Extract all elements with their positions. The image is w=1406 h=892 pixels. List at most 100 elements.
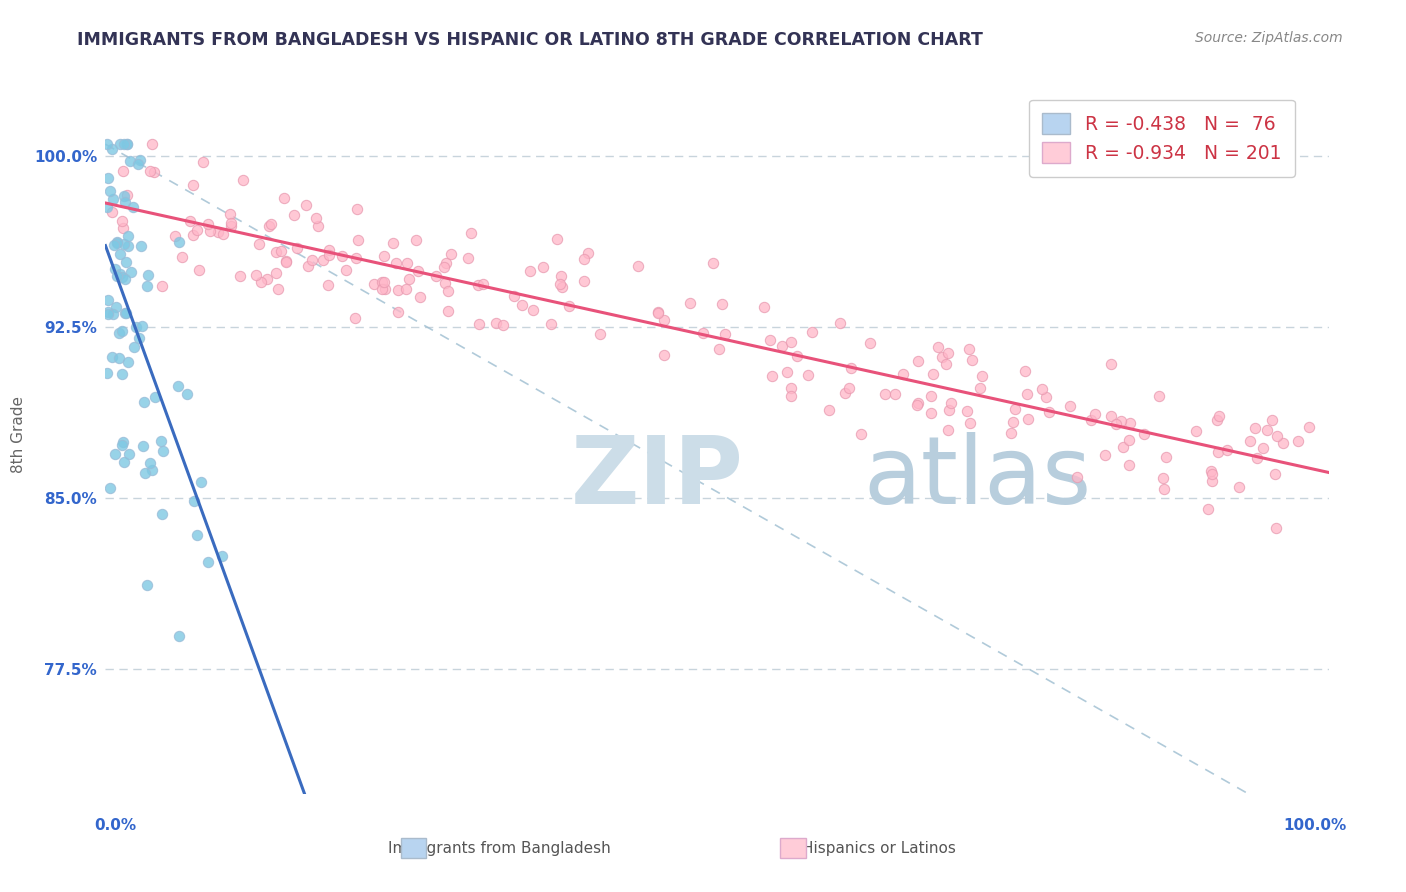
Point: [405, 233, 427, 247]
Point: [647, 305, 669, 319]
Point: [122, 340, 145, 354]
Point: [1261, 413, 1284, 427]
Point: [1244, 420, 1267, 434]
Point: [183, 494, 205, 508]
Point: [652, 313, 675, 327]
Point: [956, 403, 979, 417]
Point: [150, 508, 173, 522]
Point: [114, 272, 136, 286]
Point: [141, 137, 163, 152]
Point: [627, 260, 650, 274]
Point: [115, 306, 138, 320]
Point: [134, 394, 156, 409]
Point: [257, 219, 280, 234]
Point: [108, 267, 131, 281]
Point: [1112, 440, 1135, 454]
Point: [229, 269, 252, 284]
Point: [761, 368, 783, 383]
Point: [127, 157, 149, 171]
Point: [297, 259, 319, 273]
Point: [232, 173, 254, 187]
Legend: R = -0.438   N =  76, R = -0.934   N = 201: R = -0.438 N = 76, R = -0.934 N = 201: [1029, 100, 1295, 177]
Point: [307, 219, 329, 233]
Point: [503, 288, 526, 302]
Point: [245, 268, 267, 282]
Point: [135, 278, 157, 293]
Point: [1118, 458, 1140, 472]
Point: [129, 239, 152, 253]
Point: [1017, 387, 1039, 401]
Point: [801, 325, 824, 339]
Text: Source: ZipAtlas.com: Source: ZipAtlas.com: [1195, 31, 1343, 45]
Point: [1147, 389, 1170, 403]
Point: [105, 235, 128, 250]
Point: [467, 317, 489, 331]
Point: [117, 239, 139, 253]
Point: [131, 319, 153, 334]
Point: [250, 275, 273, 289]
Point: [118, 153, 141, 168]
Point: [318, 248, 340, 262]
Point: [104, 300, 127, 314]
Point: [141, 463, 163, 477]
Point: [540, 318, 562, 332]
Point: [260, 217, 283, 231]
Point: [460, 227, 482, 241]
Point: [931, 350, 953, 364]
Point: [104, 262, 127, 277]
Point: [100, 205, 122, 219]
Point: [797, 368, 820, 382]
Point: [1118, 433, 1140, 447]
Point: [849, 427, 872, 442]
Point: [152, 444, 174, 458]
Point: [135, 578, 157, 592]
Point: [197, 217, 219, 231]
Point: [907, 399, 929, 413]
Point: [647, 306, 669, 320]
Point: [1004, 402, 1026, 417]
Point: [101, 350, 124, 364]
Point: [1264, 467, 1286, 482]
Point: [834, 385, 856, 400]
Point: [589, 326, 612, 341]
Point: [112, 237, 135, 252]
Point: [111, 438, 134, 452]
Point: [859, 335, 882, 350]
Point: [1001, 416, 1024, 430]
Point: [434, 276, 457, 290]
Point: [114, 306, 136, 320]
Point: [96, 367, 118, 381]
Point: [221, 215, 243, 229]
Point: [1038, 405, 1060, 419]
Point: [1286, 434, 1309, 449]
Point: [1000, 425, 1022, 440]
Point: [938, 345, 960, 359]
Point: [938, 403, 960, 417]
Point: [285, 241, 308, 255]
Point: [1201, 467, 1223, 482]
Point: [1031, 382, 1053, 396]
Point: [548, 277, 571, 291]
Point: [117, 187, 139, 202]
Point: [318, 244, 340, 258]
Point: [181, 178, 204, 192]
Point: [519, 264, 541, 278]
Point: [936, 423, 959, 437]
Text: 0.0%: 0.0%: [94, 818, 136, 832]
Point: [425, 268, 447, 283]
Point: [1272, 435, 1295, 450]
Point: [117, 355, 139, 369]
Point: [1111, 414, 1133, 428]
Point: [779, 389, 801, 403]
Point: [1246, 450, 1268, 465]
Point: [780, 381, 803, 395]
Point: [433, 260, 456, 275]
Point: [347, 233, 370, 247]
Point: [920, 389, 942, 403]
Point: [107, 351, 129, 366]
Point: [132, 438, 155, 452]
Point: [114, 254, 136, 268]
Point: [935, 357, 957, 371]
Text: 100.0%: 100.0%: [1284, 818, 1346, 832]
Point: [330, 249, 353, 263]
